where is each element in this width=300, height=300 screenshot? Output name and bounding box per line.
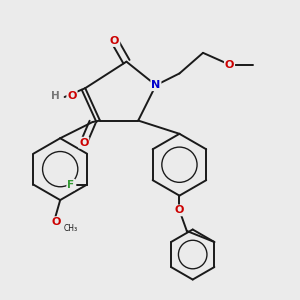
Text: O: O [51, 217, 61, 227]
Text: N: N [151, 80, 160, 90]
Text: O: O [110, 36, 119, 46]
Text: methyl: methyl [256, 62, 261, 63]
Text: O: O [79, 138, 88, 148]
Text: H: H [51, 91, 60, 100]
Text: O: O [67, 91, 77, 100]
Text: O: O [225, 60, 234, 70]
Text: O: O [175, 206, 184, 215]
Text: CH₃: CH₃ [63, 224, 77, 232]
Text: F: F [67, 180, 74, 190]
